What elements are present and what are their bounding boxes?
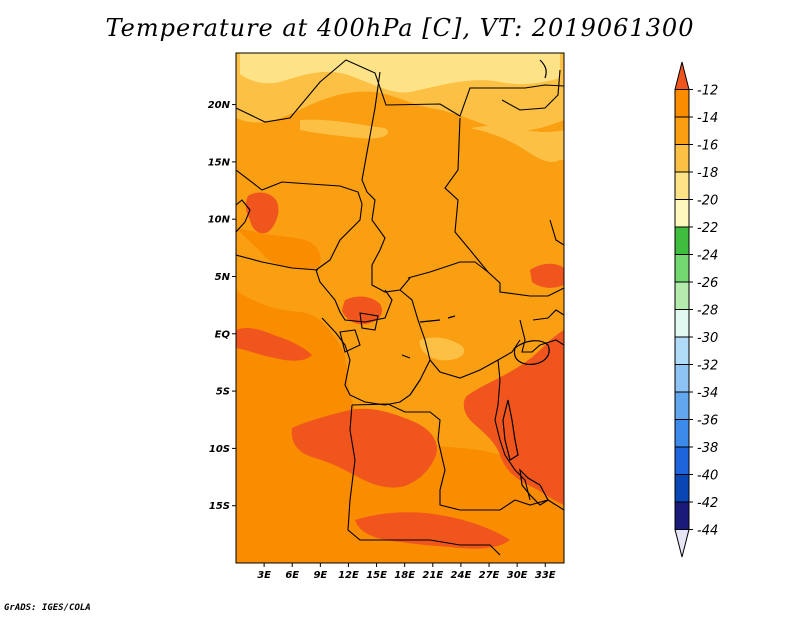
colorbar-label: -34	[697, 386, 718, 401]
colorbar-label: -44	[697, 524, 718, 539]
map-title: Temperature at 400hPa [C], VT: 201906130…	[105, 14, 695, 42]
colorbar-label: -36	[697, 414, 718, 429]
lon-tick-label: 21E	[422, 570, 443, 581]
latitude-axis: 20N 15N 10N 5N EQ 5S 10S 15S	[208, 100, 236, 512]
colorbar-label: -20	[697, 194, 718, 209]
map-frame	[235, 52, 565, 564]
lat-tick-label: 10N	[208, 215, 231, 226]
colorbar-box	[674, 254, 690, 283]
colorbar-min-triangle	[674, 529, 690, 558]
cool-band-north-2	[240, 53, 560, 93]
country-borders	[236, 59, 564, 556]
colorbar-box	[674, 501, 690, 530]
colorbar-box	[674, 171, 690, 200]
colorbar-box	[674, 199, 690, 228]
colorbar-box	[674, 89, 690, 118]
colorbar-box	[674, 116, 690, 145]
colorbar-label: -12	[697, 84, 718, 99]
warm-region-west	[236, 290, 564, 563]
colorbar-label: -42	[697, 496, 718, 511]
lat-tick-label: 15N	[208, 157, 231, 168]
hot-spot-nigeria	[245, 192, 279, 234]
warm-region-nw	[236, 228, 321, 270]
lon-tick-label: 18E	[394, 570, 415, 581]
lat-tick-label: 5N	[215, 272, 231, 283]
colorbar-box	[674, 226, 690, 255]
lon-tick-label: 9E	[313, 570, 327, 581]
cool-band-northeast	[470, 124, 564, 162]
lon-tick-label: 30E	[507, 570, 528, 581]
lat-tick-label: 10S	[209, 444, 230, 455]
colorbar-box	[674, 364, 690, 393]
colorbar-label: -32	[697, 359, 718, 374]
lat-tick-label: EQ	[215, 329, 231, 340]
colorbar-label: -16	[697, 139, 718, 154]
lon-tick-label: 3E	[257, 570, 271, 581]
hot-spot-angola	[291, 408, 437, 488]
hot-spot-cameroon	[342, 296, 383, 325]
colorbar: -12 -14 -16 -18 -20 -22 -24 -26 -28 -30 -32 -34 -36 -…	[674, 61, 718, 558]
colorbar-box	[674, 281, 690, 310]
colorbar-box	[674, 391, 690, 420]
colorbar-max-triangle	[674, 61, 690, 90]
colorbar-label: -18	[697, 166, 718, 181]
temperature-field	[236, 53, 564, 563]
grads-credit: GrADS: IGES/COLA	[4, 603, 91, 613]
lat-tick-label: 15S	[209, 501, 230, 512]
cool-band-central	[300, 119, 389, 139]
colorbar-box	[674, 446, 690, 475]
colorbar-label: -22	[697, 221, 718, 236]
hot-spot-east-2	[530, 263, 564, 288]
lon-tick-label: 6E	[285, 570, 299, 581]
lon-tick-label: 12E	[338, 570, 359, 581]
colorbar-box	[674, 336, 690, 365]
colorbar-label: -26	[697, 276, 718, 291]
hot-spot-east-africa	[463, 330, 564, 505]
cool-spot-congo	[419, 337, 465, 361]
colorbar-label: -14	[697, 111, 718, 126]
lon-tick-label: 27E	[479, 570, 500, 581]
lon-tick-label: 24E	[451, 570, 472, 581]
hot-spot-gabon	[236, 327, 312, 361]
lat-tick-label: 5S	[216, 387, 230, 398]
colorbar-box	[674, 419, 690, 448]
lakes	[401, 59, 550, 506]
colorbar-label: -40	[697, 469, 718, 484]
colorbar-label: -28	[697, 304, 718, 319]
lat-tick-label: 20N	[208, 100, 231, 111]
lon-tick-label: 15E	[366, 570, 387, 581]
colorbar-label: -30	[697, 331, 718, 346]
colorbar-label: -38	[697, 441, 718, 456]
longitude-axis: 3E 6E 9E 12E 15E 18E 21E 24E 27E 30E 33E	[257, 563, 556, 581]
colorbar-box	[674, 309, 690, 338]
lon-tick-label: 33E	[535, 570, 556, 581]
colorbar-box	[674, 474, 690, 503]
colorbar-box	[674, 144, 690, 173]
colorbar-label: -24	[697, 249, 718, 264]
